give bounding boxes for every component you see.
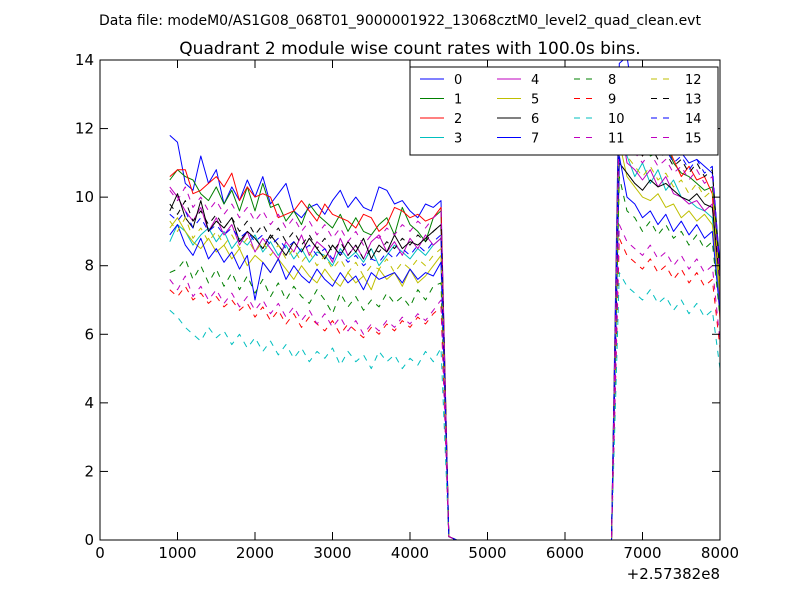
legend-label-9: 9 [608, 93, 616, 108]
x-tick-label: 5000 [468, 544, 506, 562]
chart-title: Quadrant 2 module wise count rates with … [179, 39, 640, 59]
y-tick-label: 14 [75, 51, 94, 69]
x-tick-label: 2000 [236, 544, 274, 562]
legend-label-2: 2 [454, 112, 462, 127]
x-tick-label: 0 [95, 544, 105, 562]
y-tick-label: 10 [75, 188, 94, 206]
y-tick-label: 2 [84, 462, 94, 480]
x-tick-label: 8000 [701, 544, 739, 562]
legend-label-13: 13 [685, 93, 702, 108]
x-offset-label: +2.57382e8 [627, 565, 720, 583]
x-tick-label: 1000 [158, 544, 196, 562]
y-tick-label: 0 [84, 531, 94, 549]
x-tick-label: 7000 [623, 544, 661, 562]
series-line-3 [169, 100, 720, 540]
y-tick-label: 8 [84, 257, 94, 275]
y-tick-label: 4 [84, 394, 94, 412]
series-line-15 [169, 117, 720, 540]
legend-label-3: 3 [454, 132, 462, 147]
series-line-8 [169, 176, 720, 540]
series-line-4 [169, 114, 720, 540]
legend-label-14: 14 [685, 112, 702, 127]
legend-label-1: 1 [454, 93, 462, 108]
legend-label-10: 10 [608, 112, 625, 127]
x-tick-label: 6000 [546, 544, 584, 562]
legend-label-6: 6 [531, 112, 539, 127]
x-tick-label: 4000 [391, 544, 429, 562]
series-line-1 [169, 90, 720, 540]
legend-frame [409, 66, 719, 156]
y-tick-label: 6 [84, 325, 94, 343]
legend-label-8: 8 [608, 73, 616, 88]
axes: 0 1000 2000 3000 4000 5000 6000 7000 80000246810… [75, 51, 739, 562]
y-tick-label: 12 [75, 120, 94, 138]
legend-label-15: 15 [685, 132, 702, 147]
x-tick-label: 3000 [313, 544, 351, 562]
legend-label-7: 7 [531, 132, 539, 147]
series-line-14 [169, 97, 720, 540]
series-line-9 [169, 237, 720, 540]
legend-label-0: 0 [454, 73, 462, 88]
legend-label-12: 12 [685, 73, 702, 88]
series-line-11 [169, 224, 720, 540]
legend-label-5: 5 [531, 93, 539, 108]
legend-label-4: 4 [531, 73, 539, 88]
figure-suptitle: Data file: modeM0/AS1G08_068T01_90000019… [99, 13, 701, 29]
legend-label-11: 11 [608, 132, 625, 147]
